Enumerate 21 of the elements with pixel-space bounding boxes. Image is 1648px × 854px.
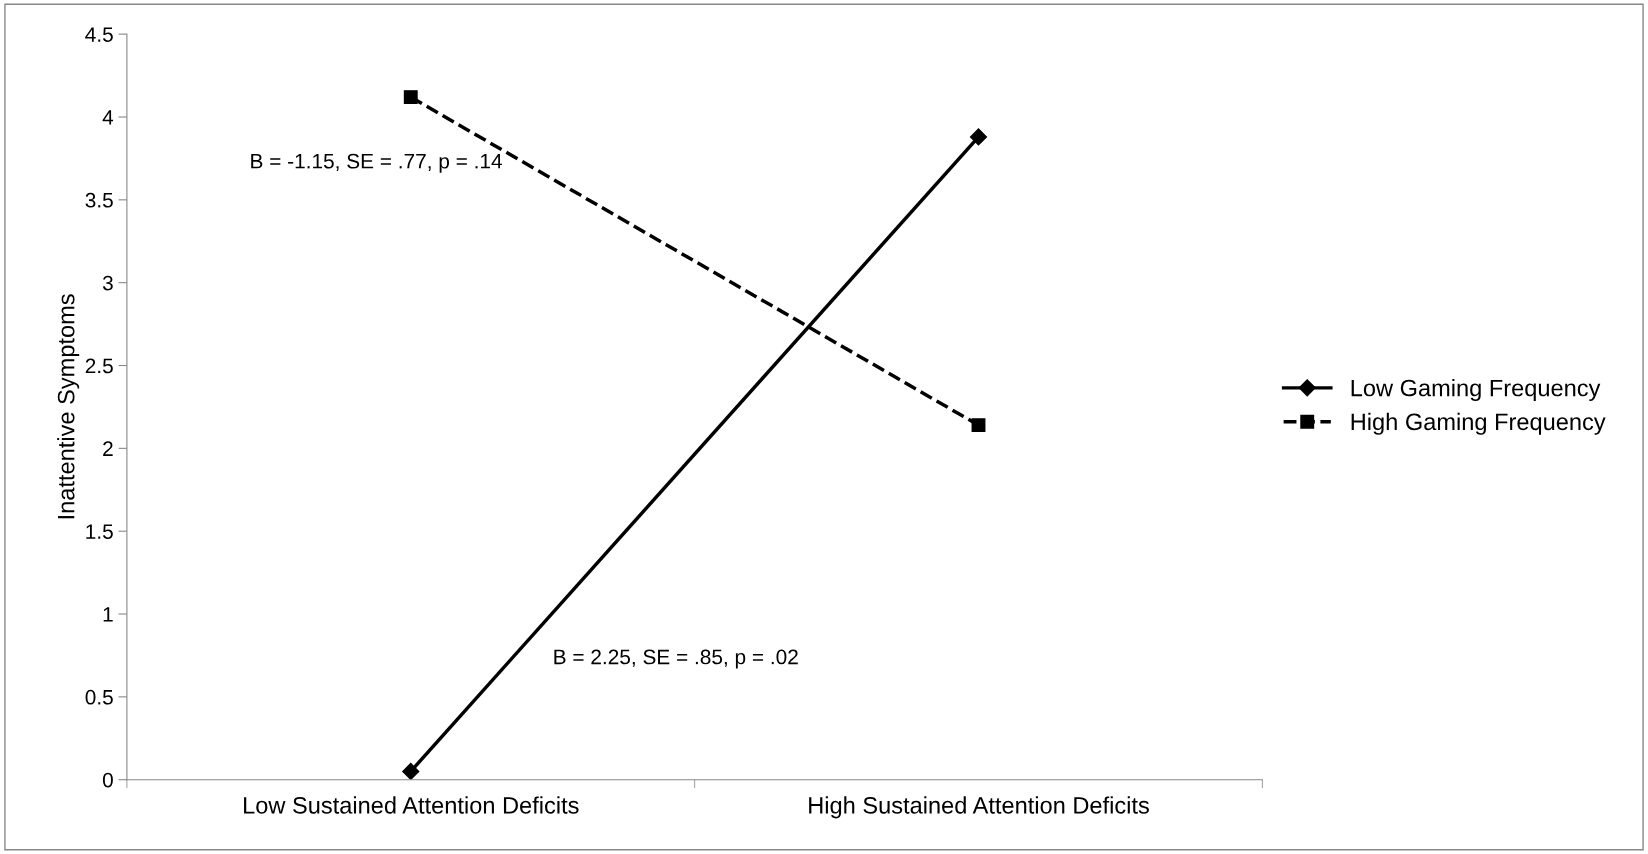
y-tick-label: 4	[102, 110, 114, 125]
point	[971, 418, 986, 433]
y-tick-label: 3	[102, 275, 113, 291]
point	[402, 762, 420, 780]
x-tick-label: High Sustained Attention Deficits	[809, 796, 1149, 819]
point	[403, 90, 418, 105]
x-tick-label: Low Sustained Attention Deficits	[244, 796, 579, 814]
legend-label: Low Gaming Frequency	[1351, 379, 1601, 402]
point	[969, 128, 988, 146]
y-tick-label: 0	[102, 772, 113, 788]
legend-label: High Gaming Frequency	[1351, 412, 1606, 435]
y-tick-label: 4.5	[85, 27, 113, 42]
y-tick-label: 1.5	[86, 524, 113, 539]
y-tick-label: 2	[103, 441, 113, 456]
y-axis-title: Inattentive Symptoms	[57, 294, 80, 519]
annotation: B = 2.25, SE = .85, p = .02	[554, 649, 798, 669]
y-tick-label: 0.5	[85, 689, 113, 705]
annotation: B = -1.15, SE = .77, p = .14	[251, 153, 502, 173]
y-tick-label: 2.5	[85, 358, 113, 374]
y-tick-label: 3.5	[85, 192, 113, 208]
y-tick-label: 1	[103, 607, 113, 622]
